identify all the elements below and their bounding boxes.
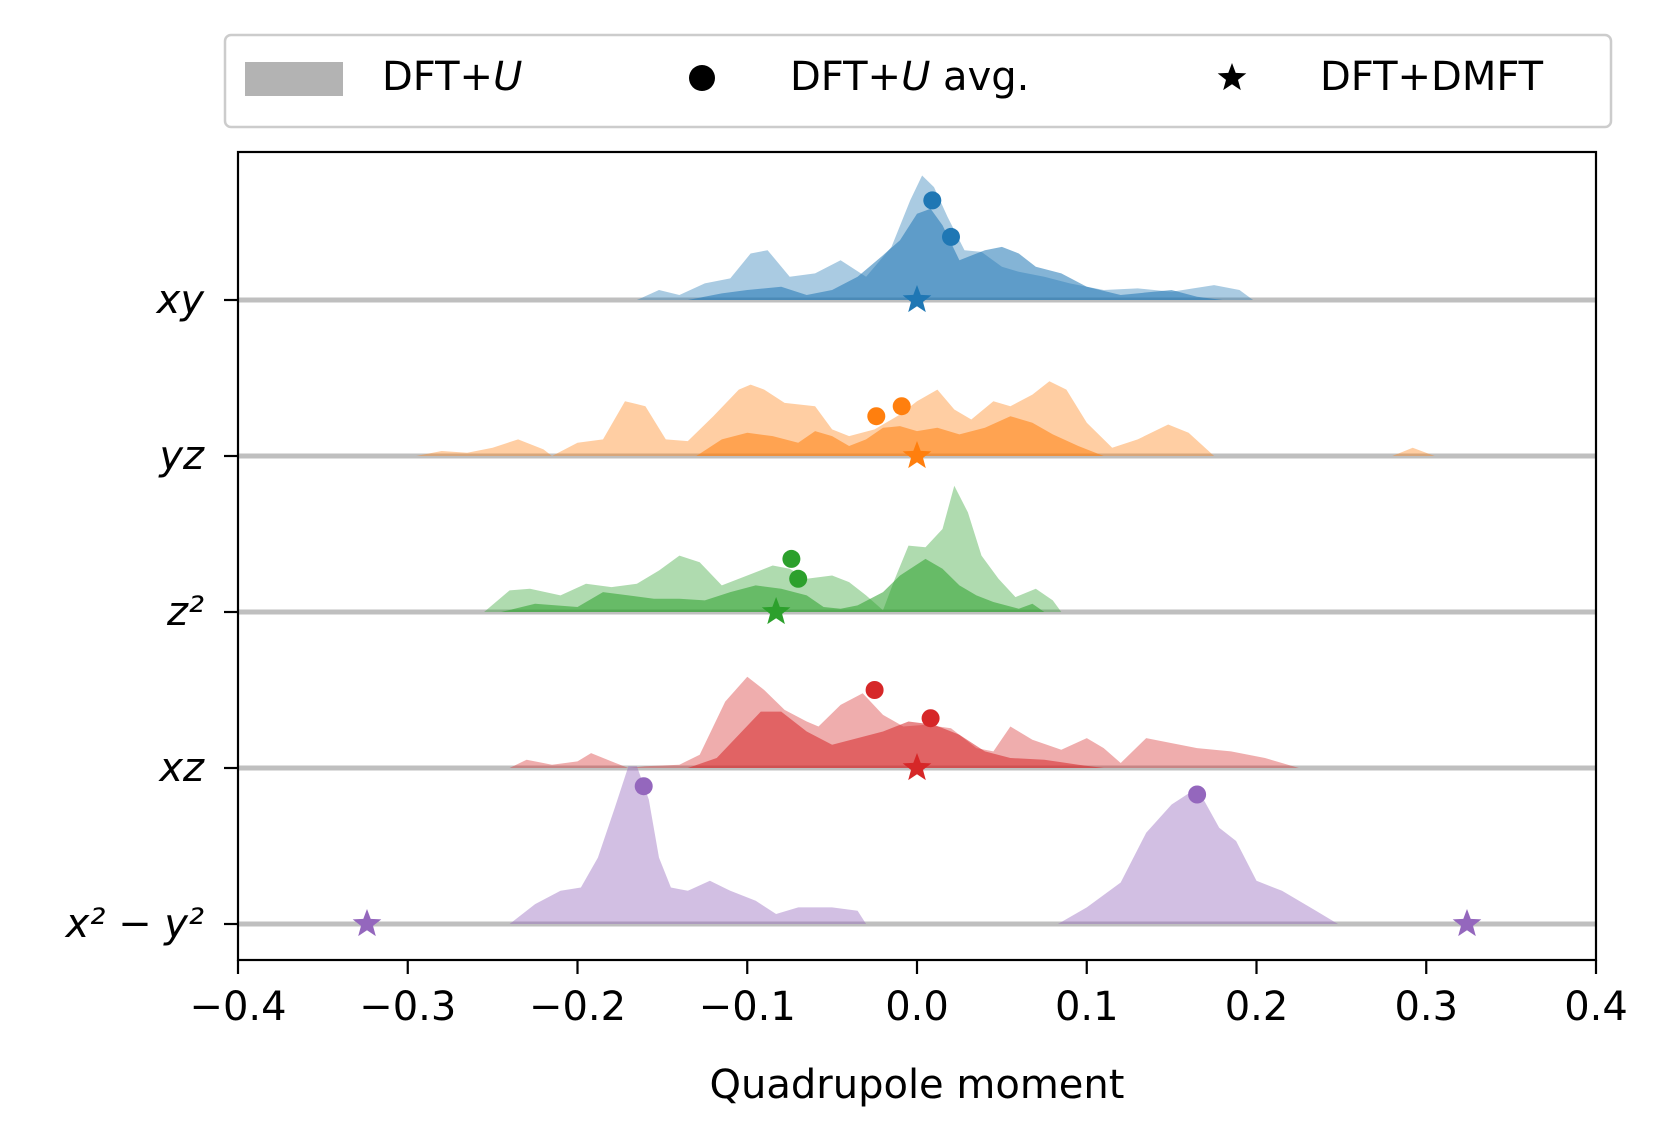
row-1-density-1 [696, 416, 1104, 456]
row-4-avg-point-0 [634, 777, 653, 796]
row-2-label: z² [166, 589, 204, 635]
row-0-label: xy [155, 277, 206, 323]
row-0-avg-point-0 [923, 191, 942, 210]
row-4-label: x² − y² [64, 901, 204, 947]
row-3-density-0 [509, 676, 1299, 768]
row-0-dmft-star-0 [902, 285, 932, 313]
row-4-dmft-star-0 [352, 909, 382, 937]
x-axis-title: Quadrupole moment [710, 1062, 1125, 1108]
legend-star-marker [1217, 63, 1247, 91]
x-tick-label-0: −0.4 [189, 984, 286, 1030]
row-0-density-1 [687, 208, 1223, 300]
row-4-density-0 [509, 766, 1339, 924]
row-3-dmft-star-0 [902, 753, 932, 781]
row-2-density-1 [501, 558, 1045, 612]
x-tick-label-3: −0.1 [699, 984, 796, 1030]
row-1-avg-point-1 [892, 397, 911, 416]
x-axis: −0.4 −0.3 −0.2 −0.1 0.0 0.1 0.2 0.3 0.4 [189, 960, 1628, 1030]
density-layers [416, 175, 1435, 924]
legend-frame [223, 33, 1613, 129]
x-tick-label-6: 0.2 [1225, 984, 1289, 1030]
row-2-dmft-star-0 [761, 597, 791, 625]
row-2-avg-point-0 [782, 549, 801, 568]
row-3-avg-point-0 [865, 681, 884, 699]
row-3-label: xz [157, 745, 205, 791]
x-tick-label-1: −0.3 [359, 984, 456, 1030]
legend-dft-dmft-label: DFT+DMFT [1320, 54, 1544, 100]
markers [352, 191, 1482, 937]
legend-circle-marker [689, 65, 715, 91]
row-1-label: yz [158, 433, 205, 479]
row-3-density-1 [687, 711, 1104, 768]
row-0-avg-point-1 [942, 227, 960, 246]
row-4-dmft-star-1 [1452, 909, 1482, 937]
x-tick-label-8: 0.4 [1564, 984, 1628, 1030]
x-tick-label-7: 0.3 [1394, 984, 1458, 1030]
x-tick-label-2: −0.2 [529, 984, 626, 1030]
legend-band-swatch [245, 62, 343, 96]
legend-dft-u-label: DFT+U [382, 54, 522, 100]
legend: DFT+U DFT+U avg. DFT+DMFT [223, 33, 1613, 129]
row-4-avg-point-1 [1188, 785, 1207, 804]
row-1-avg-point-0 [867, 407, 886, 426]
row-3-avg-point-1 [921, 709, 940, 728]
row-1-density-0 [416, 381, 1435, 456]
x-tick-label-4: 0.0 [885, 984, 949, 1030]
y-axis: xy yz z² xz x² − y² [64, 277, 238, 947]
x-tick-label-5: 0.1 [1055, 984, 1119, 1030]
row-1-dmft-star-0 [902, 441, 932, 469]
legend-dft-u-avg-label: DFT+U avg. [790, 54, 1029, 100]
row-2-avg-point-1 [789, 569, 808, 588]
